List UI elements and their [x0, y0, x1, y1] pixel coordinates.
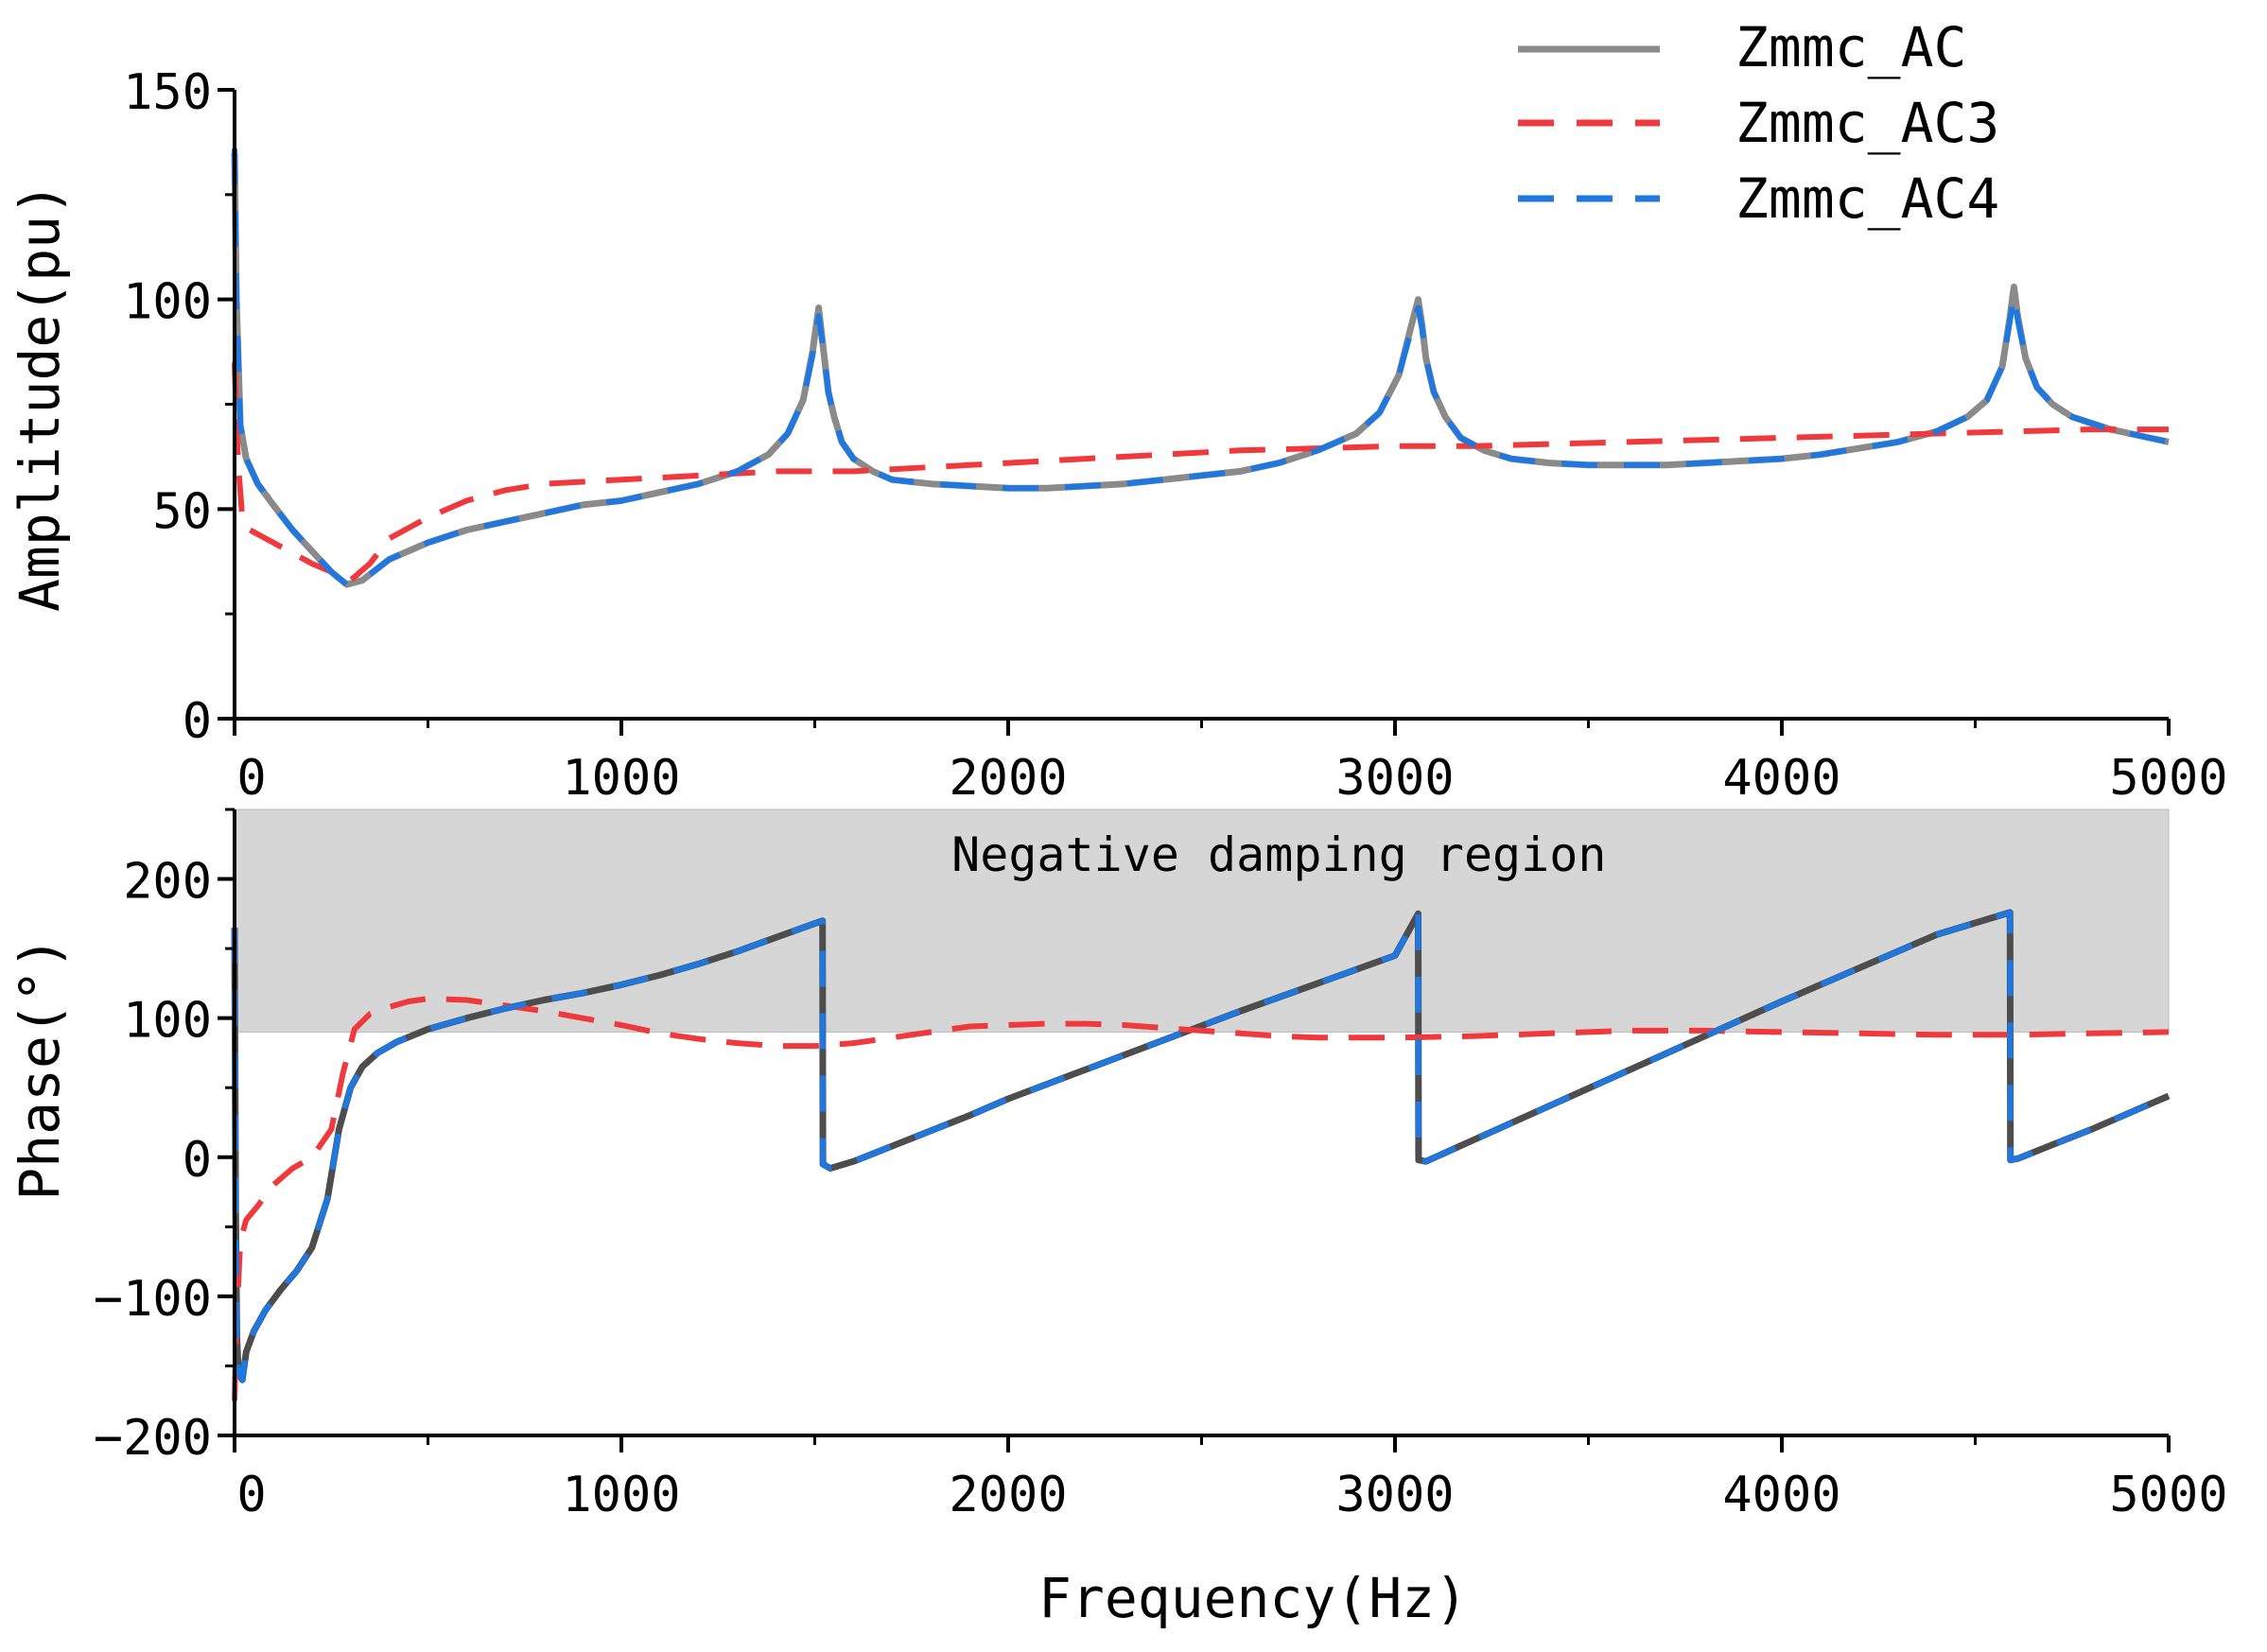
amplitude-plot: 0 50 100 150 0 1000 2000 3000 4000 5000: [123, 64, 2228, 807]
negative-damping-region-label: Negative damping region: [951, 827, 1606, 882]
phase-x-tick-label: 2000: [949, 1467, 1067, 1523]
phase-y-tick-label: 200: [123, 854, 212, 911]
phase-x-tick-label: 0: [236, 1467, 266, 1523]
amp-y-tick-label: 100: [123, 274, 212, 331]
amp-y-tick-label: 150: [123, 64, 212, 121]
phase-y-tick-label: −100: [94, 1271, 212, 1328]
phase-x-tick-label: 3000: [1335, 1467, 1454, 1523]
amp-series-zmmc-ac3: [232, 362, 2169, 583]
amp-x-tick-label: 4000: [1722, 750, 1840, 807]
phase-x-tick-label: 1000: [562, 1467, 680, 1523]
amp-x-tick-label: 1000: [562, 750, 680, 807]
frequency-x-axis-label: Frequency(Hz): [1038, 1566, 1468, 1630]
phase-series-zmmc-ac3: [232, 996, 2170, 1401]
amp-x-tick-label: 2000: [949, 750, 1067, 807]
amp-x-tick-label: 5000: [2109, 750, 2227, 807]
legend-label-zmmc-ac3: Zmmc_AC3: [1735, 91, 1999, 155]
amp-series-zmmc-ac4: [232, 148, 2170, 588]
legend: Zmmc_AC Zmmc_AC3 Zmmc_AC4: [1518, 15, 1999, 231]
phase-series-zmmc-ac4: [232, 909, 2171, 1383]
phase-y-axis-label: Phase(°): [8, 936, 72, 1200]
amp-y-tick-label: 0: [183, 693, 212, 750]
legend-label-zmmc-ac4: Zmmc_AC4: [1735, 166, 1999, 231]
amp-x-tick-label: 0: [236, 750, 266, 807]
amplitude-y-axis-label: Amplitude(pu): [8, 183, 72, 612]
phase-x-tick-label: 5000: [2109, 1467, 2227, 1523]
phase-y-tick-label: 100: [123, 993, 212, 1050]
phase-y-tick-label: −200: [94, 1410, 212, 1467]
legend-label-zmmc-ac: Zmmc_AC: [1735, 15, 1966, 79]
amp-y-tick-label: 50: [152, 483, 212, 540]
phase-y-tick-label: 0: [183, 1132, 212, 1189]
phase-x-tick-label: 4000: [1722, 1467, 1840, 1523]
amp-x-tick-label: 3000: [1335, 750, 1454, 807]
